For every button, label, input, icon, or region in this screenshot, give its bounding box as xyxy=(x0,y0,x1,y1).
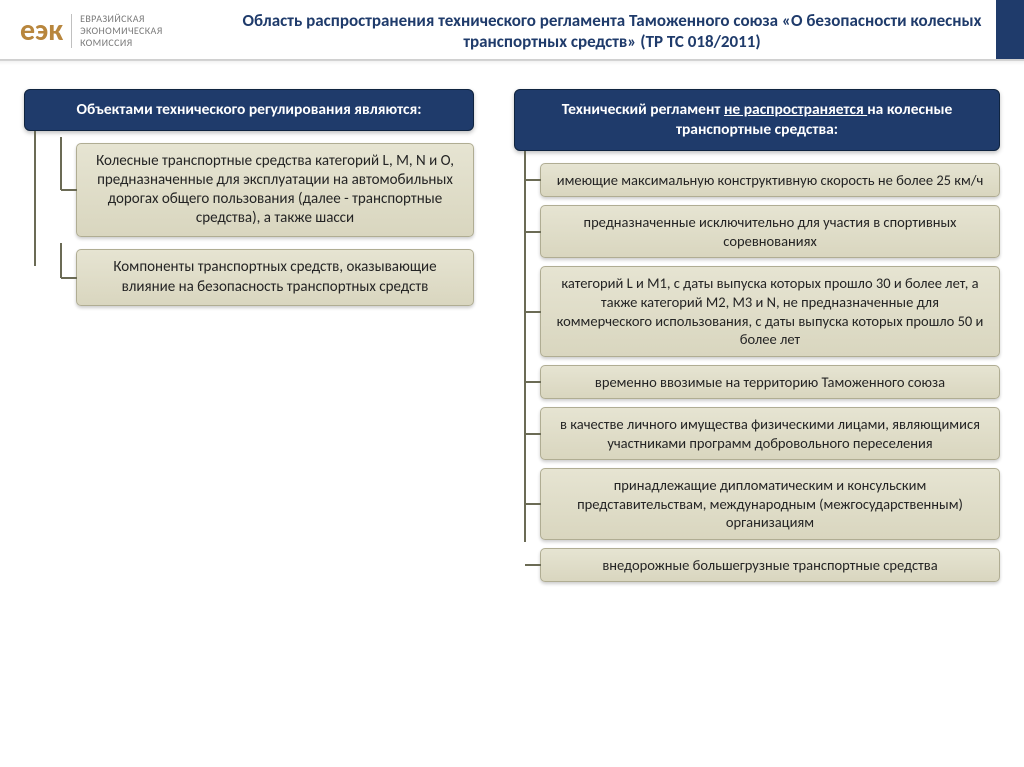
connector-icon xyxy=(525,231,541,233)
left-tree: Колесные транспортные средства категорий… xyxy=(24,143,474,306)
tree-node: внедорожные большегрузные транспортные с… xyxy=(540,548,1000,583)
connector-icon xyxy=(61,189,77,191)
header-underlined: не распространяется xyxy=(724,100,867,119)
connector-icon xyxy=(525,179,541,181)
tree-node: принадлежащие дипломатическим и консульс… xyxy=(540,468,1000,540)
tree-node: в качестве личного имущества физическими… xyxy=(540,407,1000,460)
right-column: Технический регламент не распространяетс… xyxy=(514,89,1000,583)
node-box: предназначенные исключительно для участи… xyxy=(540,205,1000,258)
node-text: в качестве личного имущества физическими… xyxy=(560,415,980,452)
right-tree: имеющие максимальную конструктивную скор… xyxy=(514,163,1000,583)
header-accent-bar xyxy=(996,0,1024,59)
node-text: категорий L и M1, с даты выпуска которых… xyxy=(557,274,984,348)
page-header: еэк ЕВРАЗИЙСКАЯ экономическая комиссия О… xyxy=(0,0,1024,61)
node-box: имеющие максимальную конструктивную скор… xyxy=(540,163,1000,198)
node-box: принадлежащие дипломатическим и консульс… xyxy=(540,468,1000,540)
node-box: в качестве личного имущества физическими… xyxy=(540,407,1000,460)
node-box: внедорожные большегрузные транспортные с… xyxy=(540,548,1000,583)
node-text: временно ввозимые на территорию Таможенн… xyxy=(595,373,945,391)
node-text: принадлежащие дипломатическим и консульс… xyxy=(577,476,963,531)
tree-node: категорий L и M1, с даты выпуска которых… xyxy=(540,266,1000,356)
header-prefix: Технический регламент xyxy=(562,100,724,119)
node-box: Колесные транспортные средства категорий… xyxy=(76,143,474,238)
connector-icon xyxy=(525,564,541,566)
logo-divider xyxy=(71,14,72,48)
logo-text: ЕВРАЗИЙСКАЯ экономическая комиссия xyxy=(80,13,163,49)
tree-node: Колесные транспортные средства категорий… xyxy=(50,143,474,238)
left-column-header: Объектами технического регулирования явл… xyxy=(24,89,474,131)
tree-node: Компоненты транспортных средств, оказыва… xyxy=(50,249,474,305)
right-column-header: Технический регламент не распространяетс… xyxy=(514,89,1000,151)
node-box: Компоненты транспортных средств, оказыва… xyxy=(76,249,474,305)
node-text: Колесные транспортные средства категорий… xyxy=(96,152,454,228)
left-column: Объектами технического регулирования явл… xyxy=(24,89,474,583)
logo-line-3: комиссия xyxy=(80,37,163,49)
content: Объектами технического регулирования явл… xyxy=(0,61,1024,593)
connector-icon xyxy=(525,503,541,505)
connector-icon xyxy=(525,381,541,383)
page-title: Область распространения технического рег… xyxy=(220,10,1004,53)
connector-icon xyxy=(525,433,541,435)
connector-icon xyxy=(525,311,541,313)
node-box: категорий L и M1, с даты выпуска которых… xyxy=(540,266,1000,356)
logo-mark-icon: еэк xyxy=(20,16,63,46)
node-text: Компоненты транспортных средств, оказыва… xyxy=(113,258,436,295)
tree-node: предназначенные исключительно для участи… xyxy=(540,205,1000,258)
node-text: предназначенные исключительно для участи… xyxy=(584,213,957,250)
logo: еэк ЕВРАЗИЙСКАЯ экономическая комиссия xyxy=(20,13,220,49)
tree-node: имеющие максимальную конструктивную скор… xyxy=(540,163,1000,198)
connector-icon xyxy=(61,277,77,279)
node-text: внедорожные большегрузные транспортные с… xyxy=(602,556,937,574)
tree-node: временно ввозимые на территорию Таможенн… xyxy=(540,365,1000,400)
node-text: имеющие максимальную конструктивную скор… xyxy=(557,171,984,189)
node-box: временно ввозимые на территорию Таможенн… xyxy=(540,365,1000,400)
